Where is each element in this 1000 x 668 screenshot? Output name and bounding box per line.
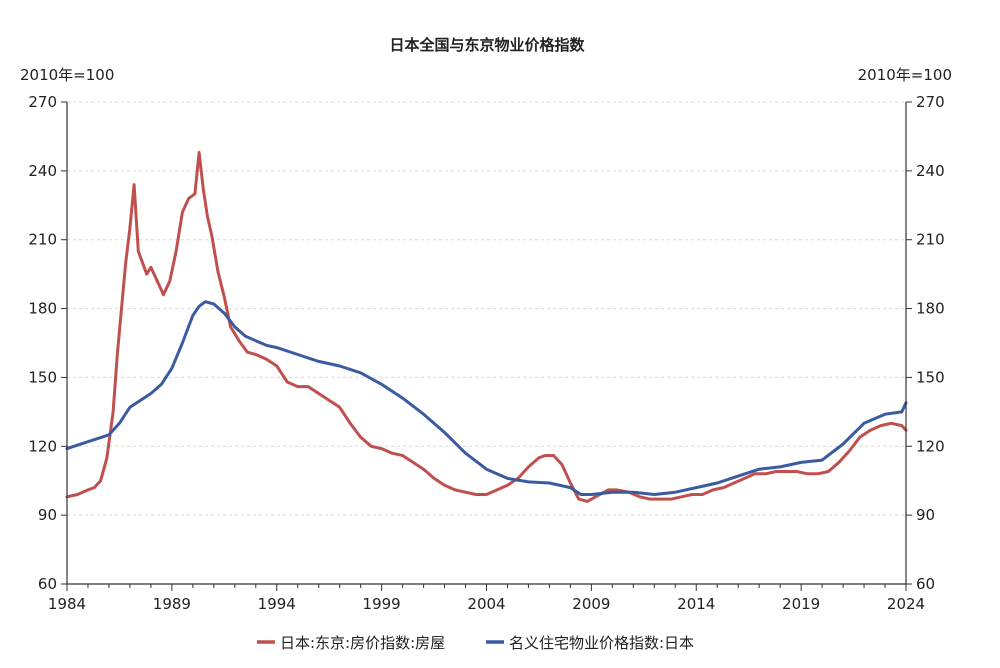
grid	[67, 101, 906, 516]
series-line-1	[65, 300, 908, 496]
left-tick-label-120: 120	[28, 437, 57, 455]
series-lines	[65, 151, 908, 503]
right-tick-label-120: 120	[916, 437, 945, 455]
left-tick-label-270: 270	[28, 93, 57, 111]
left-tick-label-180: 180	[28, 300, 57, 318]
x-tick-label-2019: 2019	[782, 595, 820, 613]
right-axis-unit: 2010年=100	[858, 66, 952, 84]
left-tick-label-60: 60	[38, 575, 57, 593]
legend-label-tokyo: 日本:东京:房价指数:房屋	[280, 634, 445, 652]
left-tick-label-240: 240	[28, 162, 57, 180]
right-tick-label-270: 270	[916, 93, 945, 111]
x-tick-label-1989: 1989	[153, 595, 191, 613]
right-tick-label-90: 90	[916, 506, 935, 524]
right-tick-label-210: 210	[916, 231, 945, 249]
right-tick-label-180: 180	[916, 300, 945, 318]
legend-item-japan[interactable]: 名义住宅物业价格指数:日本	[486, 634, 694, 652]
x-tick-label-1999: 1999	[363, 595, 401, 613]
right-tick-label-60: 60	[916, 575, 935, 593]
chart-title: 日本全国与东京物业价格指数	[389, 36, 585, 54]
legend-item-tokyo[interactable]: 日本:东京:房价指数:房屋	[257, 634, 445, 652]
series-line-0	[65, 151, 908, 503]
left-tick-label-150: 150	[28, 368, 57, 386]
x-tick-label-2009: 2009	[572, 595, 610, 613]
x-tick-label-2014: 2014	[677, 595, 715, 613]
x-tick-label-2024: 2024	[887, 595, 925, 613]
right-tick-label-240: 240	[916, 162, 945, 180]
right-tick-label-150: 150	[916, 368, 945, 386]
x-tick-label-1984: 1984	[48, 595, 86, 613]
legend-label-japan: 名义住宅物业价格指数:日本	[509, 634, 694, 652]
left-tick-label-90: 90	[38, 506, 57, 524]
legend: 日本:东京:房价指数:房屋 名义住宅物业价格指数:日本	[257, 634, 694, 652]
ticks: 60 60 90 90 120 120 150 150 180 180 210 210 240 240 27…	[28, 93, 944, 613]
x-tick-label-1994: 1994	[258, 595, 296, 613]
x-tick-label-2004: 2004	[467, 595, 505, 613]
left-tick-label-210: 210	[28, 231, 57, 249]
left-axis-unit: 2010年=100	[20, 66, 114, 84]
